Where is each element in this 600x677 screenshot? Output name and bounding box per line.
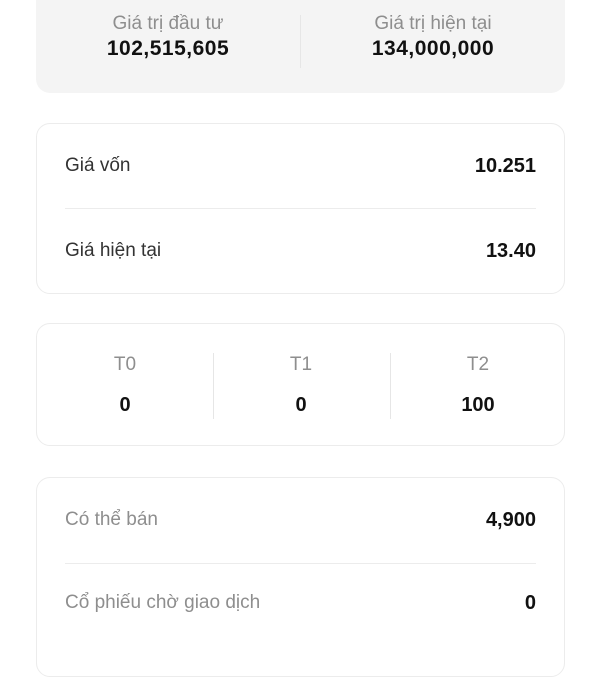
- current-value-block: Giá trị hiện tại 134,000,000: [301, 12, 565, 62]
- settlement-card: T0 0 T1 0 T2 100: [36, 323, 565, 446]
- invested-value-label: Giá trị đầu tư: [112, 13, 224, 34]
- availability-card: Có thể bán 4,900 Cổ phiếu chờ giao dịch …: [36, 477, 565, 677]
- pending-value: 0: [524, 591, 536, 614]
- sellable-value: 4,900: [485, 508, 536, 531]
- row-divider: [65, 208, 536, 209]
- t2-label: T2: [466, 354, 490, 375]
- current-value-label: Giá trị hiện tại: [374, 13, 492, 34]
- current-value: 134,000,000: [371, 37, 495, 60]
- current-price-value: 13.40: [485, 239, 536, 262]
- t0-value: 0: [119, 394, 131, 416]
- settlement-t2: T2 100: [390, 352, 566, 418]
- row-divider: [65, 563, 536, 564]
- settlement-divider: [213, 353, 214, 419]
- invested-value: 102,515,605: [106, 37, 230, 60]
- sellable-row: Có thể bán 4,900: [65, 505, 536, 535]
- t0-label: T0: [113, 354, 137, 375]
- price-card: Giá vốn 10.251 Giá hiện tại 13.40: [36, 123, 565, 294]
- sellable-label: Có thể bán: [65, 509, 158, 530]
- pending-label: Cổ phiếu chờ giao dịch: [65, 592, 261, 613]
- settlement-t0: T0 0: [37, 352, 213, 418]
- cost-price-label: Giá vốn: [65, 155, 131, 176]
- t2-value: 100: [461, 394, 495, 416]
- t1-label: T1: [289, 354, 313, 375]
- invested-value-block: Giá trị đầu tư 102,515,605: [36, 12, 300, 62]
- portfolio-summary-card: Giá trị đầu tư 102,515,605 Giá trị hiện …: [36, 0, 565, 93]
- cost-price-row: Giá vốn 10.251: [65, 151, 536, 181]
- summary-divider: [300, 15, 301, 68]
- pending-row: Cổ phiếu chờ giao dịch 0: [65, 588, 536, 618]
- current-price-row: Giá hiện tại 13.40: [65, 236, 536, 266]
- settlement-t1: T1 0: [213, 352, 389, 418]
- cost-price-value: 10.251: [474, 154, 536, 177]
- settlement-divider: [390, 353, 391, 419]
- current-price-label: Giá hiện tại: [65, 240, 162, 261]
- t1-value: 0: [295, 394, 307, 416]
